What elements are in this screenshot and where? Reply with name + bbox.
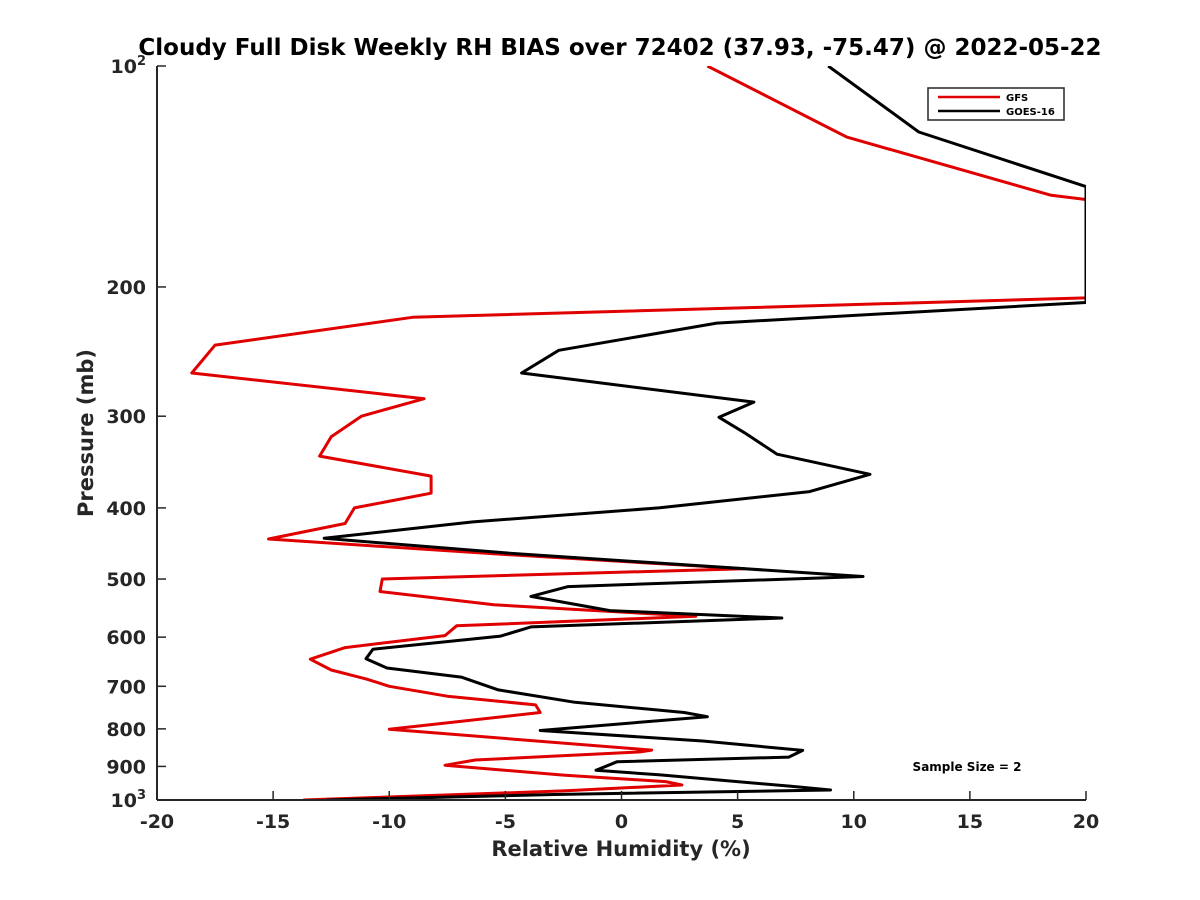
y-tick-label: 300 — [106, 406, 146, 428]
legend-label-gfs: GFS — [1006, 93, 1028, 104]
y-tick-label: 600 — [106, 627, 146, 649]
legend: GFS GOES-16 — [927, 87, 1065, 121]
plot-area — [190, 66, 1086, 800]
y-ticks: 102 200 300 400 500 600 700 800 900 103 — [106, 54, 166, 812]
y-tick-label: 900 — [106, 756, 146, 778]
x-tick-label: 0 — [615, 811, 628, 833]
x-tick-label: 20 — [1073, 811, 1099, 833]
x-tick-label: -5 — [495, 811, 516, 833]
y-tick-label: 102 — [111, 54, 147, 78]
y-tick-label: 103 — [111, 788, 147, 812]
legend-box — [927, 87, 1065, 121]
series-line-goes16 — [322, 66, 1086, 800]
chart-title: Cloudy Full Disk Weekly RH BIAS over 724… — [138, 35, 1101, 61]
series-line-gfs — [190, 66, 1086, 800]
x-tick-label: -20 — [140, 811, 174, 833]
legend-label-goes16: GOES-16 — [1006, 107, 1055, 118]
x-ticks: -20 -15 -10 -5 0 5 10 15 20 — [140, 791, 1099, 833]
y-axis-label: Pressure (mb) — [74, 349, 98, 517]
sample-size-annotation: Sample Size = 2 — [913, 760, 1022, 774]
y-tick-label: 800 — [106, 719, 146, 741]
x-tick-label: 15 — [957, 811, 983, 833]
y-tick-label: 200 — [106, 277, 146, 299]
y-tick-label: 700 — [106, 676, 146, 698]
y-tick-label: 500 — [106, 569, 146, 591]
x-tick-label: -15 — [256, 811, 290, 833]
x-tick-label: 10 — [841, 811, 867, 833]
y-tick-label: 400 — [106, 498, 146, 520]
x-axis-label: Relative Humidity (%) — [491, 837, 750, 861]
x-tick-label: -10 — [372, 811, 406, 833]
x-tick-label: 5 — [731, 811, 744, 833]
